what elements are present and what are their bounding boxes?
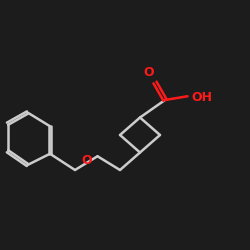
Text: O: O <box>82 154 92 167</box>
Text: O: O <box>144 66 154 79</box>
Text: OH: OH <box>191 91 212 104</box>
